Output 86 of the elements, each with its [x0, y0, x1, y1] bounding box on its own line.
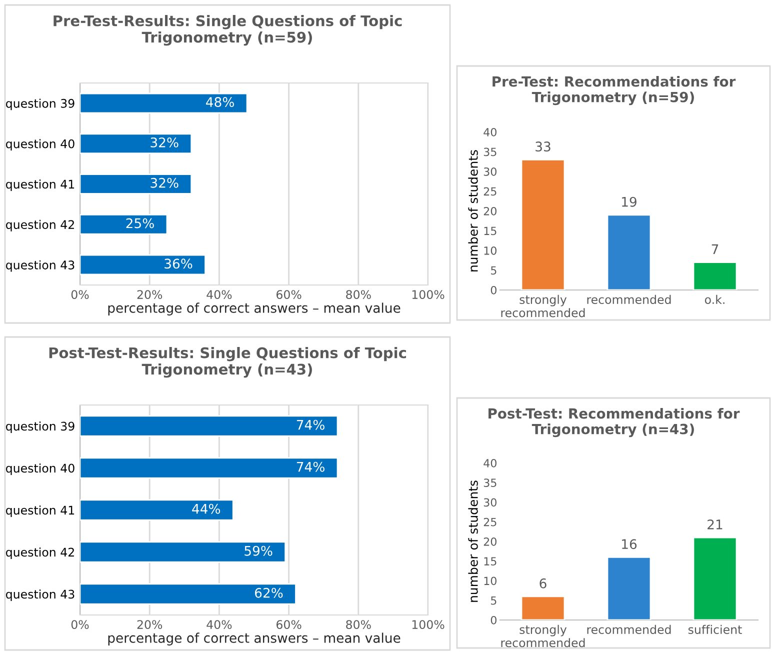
y-tick-label: 5	[491, 266, 496, 275]
data-label: 74%	[296, 420, 324, 430]
y-axis-title: number of students	[468, 150, 478, 272]
bar	[80, 133, 192, 154]
x-axis-title: percentage of correct answers – mean value	[108, 302, 400, 316]
data-label: 25%	[126, 218, 154, 228]
bar	[80, 541, 286, 563]
x-tick-label: sufficient	[688, 624, 742, 634]
y-tick-label: question 39	[6, 98, 74, 110]
data-label: 16	[622, 539, 637, 550]
bar	[606, 214, 652, 290]
x-tick-label: 0%	[71, 620, 89, 629]
x-tick-label: 80%	[346, 290, 371, 299]
y-tick-label: 20	[484, 537, 496, 546]
x-tick-label: 40%	[206, 290, 232, 299]
data-label: 59%	[244, 546, 272, 556]
y-tick-label: 15	[484, 557, 496, 566]
bar	[80, 174, 192, 194]
x-axis-title: percentage of correct answers – mean value	[108, 632, 400, 646]
chart-title: Post-Test: Recommendations for Trigonometry (n=43)	[488, 408, 740, 438]
data-label: 74%	[296, 462, 324, 472]
chart-title: Pre-Test-Results: Single Questions of Topic Trigonometry (n=59)	[54, 15, 402, 46]
y-tick-label: question 42	[6, 548, 74, 559]
chart-title: Pre-Test: Recommendations for Trigonometry (n=59)	[492, 76, 736, 106]
x-tick-label: 20%	[137, 290, 162, 299]
bar	[80, 214, 168, 235]
data-label: 36%	[164, 258, 192, 269]
y-tick-label: 0	[490, 286, 496, 294]
y-tick-label: question 40	[6, 464, 74, 475]
y-axis-title: number of students	[468, 480, 478, 602]
y-tick-label: 0	[490, 616, 496, 624]
y-tick-label: 5	[491, 596, 496, 605]
bar	[606, 556, 652, 620]
y-tick-label: question 43	[6, 590, 74, 601]
data-label: 48%	[206, 97, 234, 108]
x-tick-label: 60%	[276, 290, 302, 299]
bar	[520, 596, 566, 620]
data-label: 33	[536, 142, 550, 152]
bar	[80, 457, 338, 479]
bar	[692, 536, 738, 620]
bar	[692, 262, 738, 290]
bar	[80, 92, 248, 114]
data-label: 19	[622, 196, 636, 207]
y-tick-label: question 41	[6, 506, 74, 517]
x-tick-label: 100%	[412, 620, 444, 629]
y-tick-label: 15	[484, 226, 496, 236]
bar	[80, 583, 296, 605]
y-tick-label: question 39	[6, 422, 74, 433]
y-tick-label: 40	[484, 458, 496, 468]
data-label: 32%	[150, 137, 178, 148]
x-tick-label: 40%	[206, 620, 232, 629]
data-label: 21	[708, 519, 722, 530]
y-tick-label: question 42	[6, 220, 74, 232]
data-label: 7	[712, 244, 718, 254]
y-tick-label: 30	[484, 498, 496, 507]
y-tick-label: question 40	[6, 139, 74, 151]
data-label: 62%	[255, 588, 283, 598]
x-tick-label: 0%	[71, 290, 89, 299]
x-tick-label: 60%	[276, 620, 302, 629]
x-tick-label: o.k.	[704, 294, 724, 304]
bar	[80, 415, 338, 437]
bar	[80, 499, 234, 521]
y-tick-label: 35	[484, 148, 496, 156]
data-label: 44%	[192, 504, 220, 514]
x-tick-label: 100%	[412, 290, 444, 299]
x-tick-label: 20%	[137, 620, 162, 629]
bar	[80, 254, 206, 276]
x-tick-label: recommended	[587, 294, 671, 304]
y-tick-label: 25	[484, 518, 496, 526]
bar	[520, 158, 566, 290]
y-tick-label: 40	[484, 128, 496, 136]
chart-title: Post-Test-Results: Single Questions of Topic Trigonometry (n=43)	[49, 347, 406, 378]
x-tick-label: 80%	[346, 620, 371, 629]
x-tick-label: recommended	[587, 624, 671, 634]
y-tick-label: 10	[484, 246, 496, 255]
y-tick-label: 20	[484, 206, 496, 216]
y-tick-label: 25	[484, 187, 496, 196]
y-tick-label: 10	[484, 576, 496, 586]
data-label: 32%	[150, 178, 178, 188]
y-tick-label: question 43	[6, 260, 74, 272]
y-tick-label: 35	[484, 478, 496, 488]
y-tick-label: question 41	[6, 180, 74, 191]
data-label: 6	[540, 578, 546, 588]
y-tick-label: 30	[484, 167, 496, 176]
x-tick-label: strongly recommended	[501, 294, 585, 318]
x-tick-label: strongly recommended	[501, 624, 585, 648]
